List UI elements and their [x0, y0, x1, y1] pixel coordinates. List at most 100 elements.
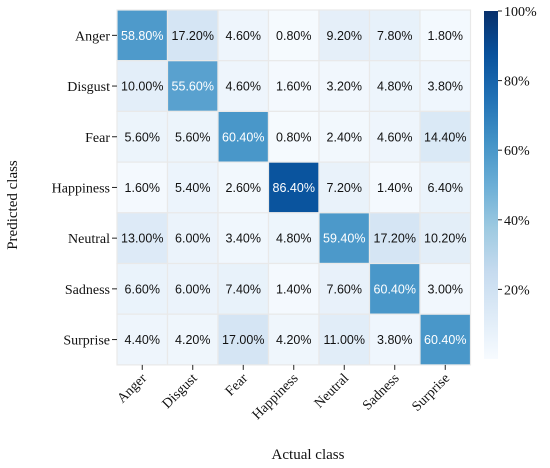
heatmap-cell	[368, 9, 421, 62]
colorbar-tick-label: 100%	[504, 5, 537, 20]
cell-value-label: 60.40%	[222, 130, 264, 144]
y-tick-label: Surprise	[63, 334, 110, 349]
heatmap-cell	[368, 161, 421, 214]
cell-value-label: 60.40%	[424, 333, 466, 347]
cell-value-label: 3.20%	[327, 80, 362, 94]
x-axis-title: Actual class	[272, 447, 345, 463]
cell-value-label: 3.80%	[377, 333, 412, 347]
heatmap-cell	[217, 110, 270, 163]
cell-value-label: 4.20%	[276, 333, 311, 347]
cell-value-label: 3.00%	[428, 282, 463, 296]
y-tick-labels: Anger Disgust Fear Happiness Neutral Sadness S…	[52, 29, 117, 349]
colorbar-tick-label: 60%	[504, 144, 530, 159]
heatmap-cell	[419, 161, 472, 214]
cell-value-label: 6.40%	[428, 181, 463, 195]
heatmap-cell	[419, 110, 472, 163]
heatmap-cell	[267, 110, 320, 163]
cell-value-label: 0.80%	[276, 130, 311, 144]
cell-value-label: 3.40%	[226, 232, 261, 246]
cell-value-label: 6.00%	[175, 232, 210, 246]
colorbar-tick-label: 20%	[504, 283, 530, 298]
cell-value-label: 59.40%	[323, 232, 365, 246]
cell-value-label: 2.40%	[327, 130, 362, 144]
x-tick-label: Sadness	[360, 371, 403, 414]
heatmap-cell	[318, 110, 371, 163]
cell-value-label: 10.20%	[424, 232, 466, 246]
heatmap-cells: 58.80% 17.20% 4.60% 0.80% 9.20% 7.80% 1.80% 10.…	[116, 9, 472, 366]
cell-value-label: 7.40%	[226, 282, 261, 296]
heatmap-cell	[217, 212, 270, 265]
heatmap-cell	[419, 262, 472, 315]
heatmap-cell	[166, 110, 219, 163]
cell-value-label: 7.80%	[377, 29, 412, 43]
y-tick-label: Fear	[85, 131, 110, 146]
x-tick-label: Disgust	[160, 371, 201, 412]
heatmap-cell	[166, 161, 219, 214]
y-tick-label: Neutral	[68, 232, 110, 247]
cell-value-label: 1.60%	[276, 80, 311, 94]
cell-value-label: 4.80%	[276, 232, 311, 246]
cell-value-label: 10.00%	[121, 80, 163, 94]
cell-value-label: 5.60%	[125, 130, 160, 144]
heatmap-cell	[166, 9, 219, 62]
heatmap-cell	[419, 60, 472, 113]
heatmap-cell	[116, 313, 169, 366]
heatmap-cell	[318, 262, 371, 315]
heatmap-cell	[116, 262, 169, 315]
cell-value-label: 1.40%	[377, 181, 412, 195]
cell-value-label: 1.60%	[125, 181, 160, 195]
colorbar-ticks: 20% 40% 60% 80% 100%	[498, 5, 537, 298]
cell-value-label: 6.00%	[175, 282, 210, 296]
cell-value-label: 2.60%	[226, 181, 261, 195]
cell-value-label: 55.60%	[172, 80, 214, 94]
cell-value-label: 7.20%	[327, 181, 362, 195]
cell-value-label: 1.40%	[276, 282, 311, 296]
cell-value-label: 9.20%	[327, 29, 362, 43]
cell-value-label: 4.60%	[226, 80, 261, 94]
cell-value-label: 5.60%	[175, 130, 210, 144]
cell-value-label: 86.40%	[273, 181, 315, 195]
heatmap-cell	[166, 262, 219, 315]
y-axis-title: Predicted class	[5, 160, 21, 250]
colorbar-tick-label: 40%	[504, 214, 530, 229]
cell-value-label: 17.20%	[374, 232, 416, 246]
cell-value-label: 4.40%	[125, 333, 160, 347]
heatmap-cell	[318, 60, 371, 113]
colorbar-tick-label: 80%	[504, 75, 530, 90]
y-tick-label: Anger	[75, 29, 110, 44]
heatmap-cell	[217, 60, 270, 113]
heatmap-cell	[267, 313, 320, 366]
cell-value-label: 14.40%	[424, 130, 466, 144]
heatmap-cell	[318, 313, 371, 366]
y-tick-label: Happiness	[52, 181, 110, 196]
cell-value-label: 3.80%	[428, 80, 463, 94]
colorbar	[484, 11, 498, 359]
cell-value-label: 6.60%	[125, 282, 160, 296]
cell-value-label: 1.80%	[428, 29, 463, 43]
x-tick-label: Surprise	[409, 371, 453, 415]
cell-value-label: 4.80%	[377, 80, 412, 94]
heatmap-cell	[368, 110, 421, 163]
cell-value-label: 11.00%	[324, 333, 365, 347]
cell-value-label: 4.60%	[377, 130, 412, 144]
y-tick-label: Sadness	[65, 283, 110, 298]
cell-value-label: 5.40%	[175, 181, 210, 195]
cell-value-label: 17.00%	[222, 333, 264, 347]
cell-value-label: 4.20%	[175, 333, 210, 347]
cell-value-label: 4.60%	[226, 29, 261, 43]
heatmap-cell	[116, 212, 169, 265]
cell-value-label: 13.00%	[121, 232, 163, 246]
heatmap-cell	[217, 313, 270, 366]
cell-value-label: 58.80%	[121, 29, 163, 43]
x-tick-label: Happiness	[250, 371, 302, 423]
heatmap-cell	[419, 313, 472, 366]
x-tick-label: Anger	[115, 371, 151, 407]
y-tick-label: Disgust	[67, 80, 110, 95]
cell-value-label: 17.20%	[172, 29, 214, 43]
heatmap-cell	[116, 161, 169, 214]
cell-value-label: 60.40%	[374, 282, 416, 296]
heatmap-cell	[368, 313, 421, 366]
x-tick-label: Neutral	[312, 371, 352, 411]
